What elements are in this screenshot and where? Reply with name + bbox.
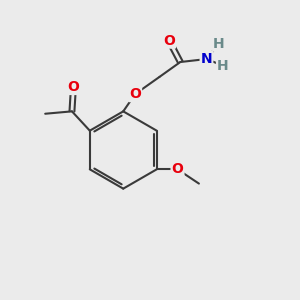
Text: O: O: [163, 34, 175, 48]
Text: O: O: [68, 80, 80, 94]
Text: O: O: [129, 87, 141, 101]
Text: H: H: [217, 58, 229, 73]
Text: H: H: [213, 37, 225, 51]
Text: N: N: [201, 52, 212, 66]
Text: O: O: [172, 162, 184, 176]
